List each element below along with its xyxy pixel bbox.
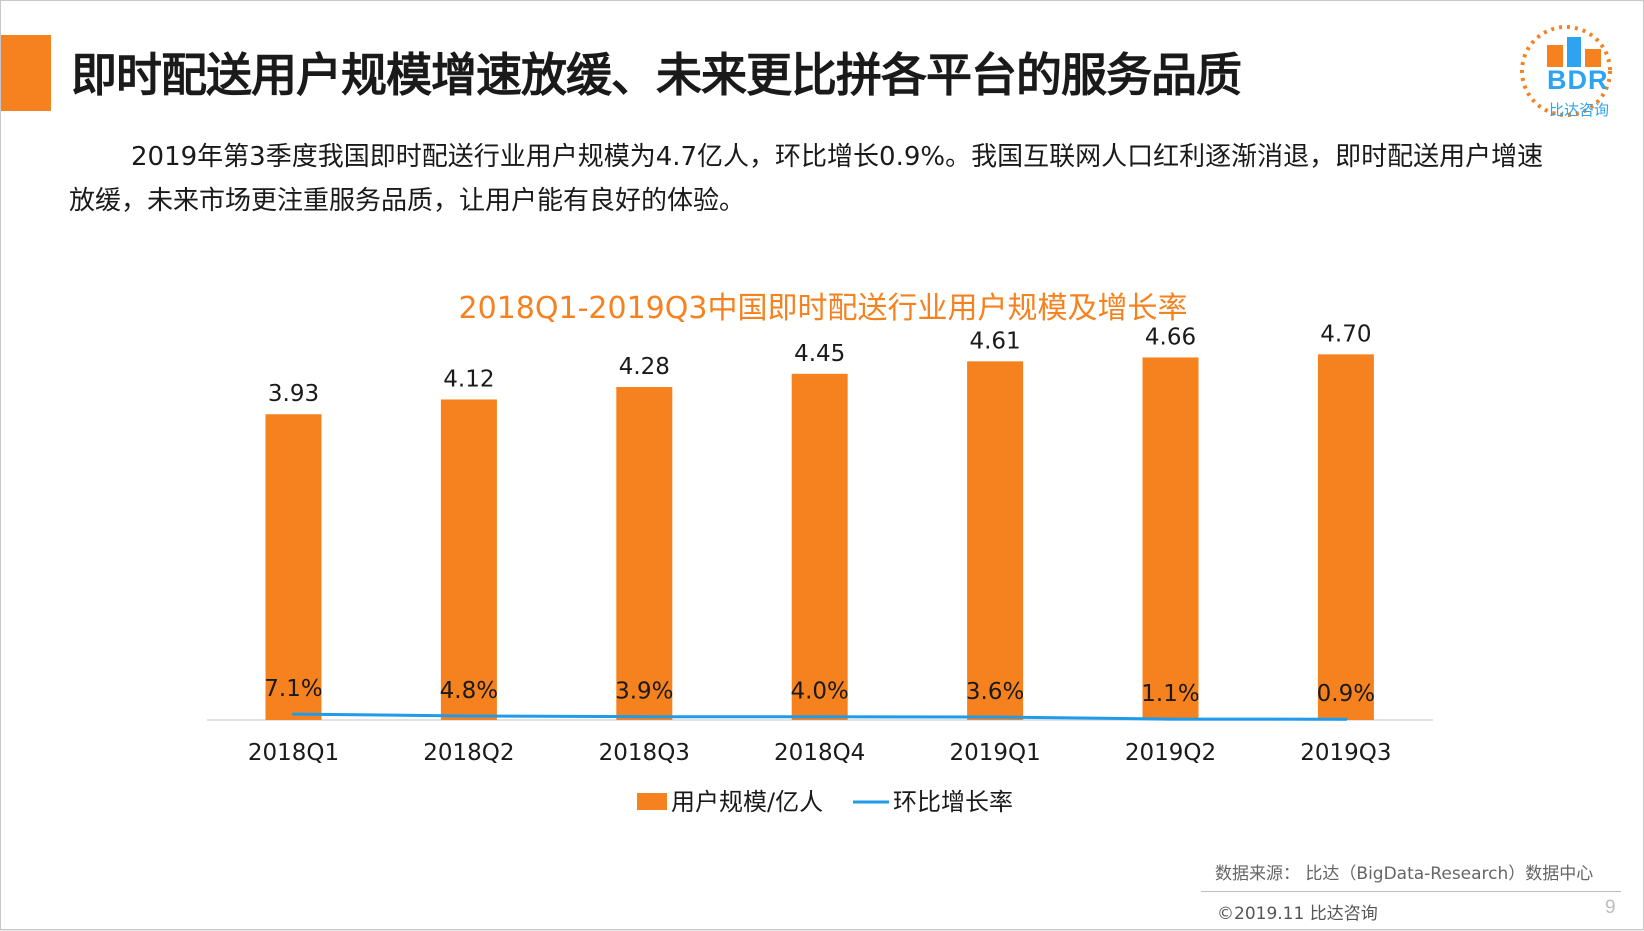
growth-rate-label: 4.8% [440, 678, 498, 704]
bar-2019Q3 [1317, 354, 1374, 720]
bar-value-label: 4.61 [969, 328, 1020, 354]
growth-rate-label: 7.1% [264, 676, 322, 702]
growth-rate-point [1169, 717, 1172, 721]
growth-rate-point [292, 712, 295, 716]
bar-2018Q4 [791, 373, 848, 720]
growth-rate-label: 4.0% [790, 679, 848, 705]
legend-label-bar: 用户规模/亿人 [671, 788, 823, 816]
x-tick-label: 2018Q2 [423, 740, 514, 766]
bar-value-label: 4.66 [1145, 324, 1196, 350]
copyright: ©2019.11 比达咨询 [1217, 904, 1378, 924]
x-tick-label: 2019Q2 [1125, 740, 1216, 766]
growth-rate-point [642, 715, 646, 719]
bar-2019Q1 [967, 361, 1024, 720]
page-number: 9 [1605, 897, 1616, 918]
x-tick-label: 2019Q1 [949, 740, 1040, 766]
title-accent-bar [1, 35, 51, 111]
bar-value-label: 4.28 [619, 354, 670, 380]
bar-value-label: 4.70 [1320, 321, 1371, 347]
legend-swatch-bar [637, 793, 667, 810]
summary-text: 2019年第3季度我国即时配送行业用户规模为4.7亿人，环比增长0.9%。我国互… [69, 142, 1544, 216]
growth-rate-label: 3.6% [966, 679, 1024, 705]
bar-value-label: 4.45 [794, 341, 845, 367]
legend-label-line: 环比增长率 [893, 788, 1013, 816]
growth-rate-label: 0.9% [1317, 681, 1375, 707]
chart-title: 2018Q1-2019Q3中国即时配送行业用户规模及增长率 [458, 291, 1188, 326]
bar-2018Q3 [616, 387, 673, 720]
bar-value-label: 3.93 [268, 381, 319, 407]
growth-rate-point [993, 715, 997, 719]
bdr-logo: BDR 比达咨询 [1511, 19, 1621, 123]
x-tick-label: 2018Q3 [599, 740, 690, 766]
bar-2019Q2 [1142, 357, 1199, 720]
logo-mark-icon [1520, 25, 1612, 117]
x-tick-label: 2018Q4 [774, 740, 865, 766]
page-title: 即时配送用户规模增速放缓、未来更比拼各平台的服务品质 [71, 48, 1242, 102]
bar-2018Q2 [440, 399, 497, 720]
growth-rate-point [467, 714, 471, 718]
growth-rate-label: 3.9% [615, 679, 673, 705]
x-tick-label: 2019Q3 [1300, 740, 1391, 766]
growth-rate-point [818, 715, 822, 719]
logo-mark-text: BDR [1547, 65, 1609, 95]
x-tick-label: 2018Q1 [248, 740, 339, 766]
growth-rate-label: 1.1% [1141, 681, 1199, 707]
bar-2018Q1 [265, 414, 322, 720]
source-note: 数据来源： 比达（BigData-Research）数据中心 [1215, 864, 1594, 884]
bar-value-label: 4.12 [443, 366, 494, 392]
logo-subtitle: 比达咨询 [1549, 101, 1610, 119]
footer-divider [1201, 891, 1621, 892]
growth-rate-point [1344, 717, 1348, 721]
